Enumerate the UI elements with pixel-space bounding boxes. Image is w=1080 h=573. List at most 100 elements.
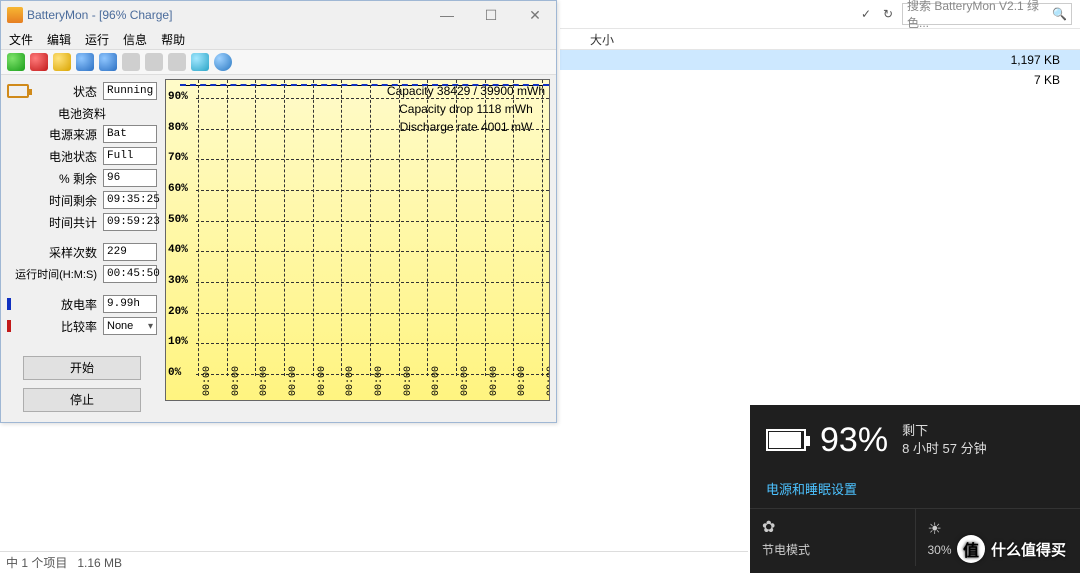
x-tick: 00:00 bbox=[546, 366, 548, 396]
stats-panel: 状态 Running 电池资料 电源来源Bat 电池状态Full % 剩余96 … bbox=[1, 75, 163, 407]
power-settings-link[interactable]: 电源和睡眠设置 bbox=[750, 475, 1080, 508]
discharge-color bbox=[7, 298, 11, 310]
x-tick: 00:00 bbox=[345, 366, 347, 396]
remain-value: 8 小时 57 分钟 bbox=[902, 440, 987, 458]
watermark: 值 什么值得买 bbox=[957, 535, 1066, 563]
menu-bar: 文件 编辑 运行 信息 帮助 bbox=[1, 29, 556, 49]
x-tick: 00:00 bbox=[231, 366, 233, 396]
grid-line bbox=[196, 221, 549, 222]
status-label: 状态 bbox=[35, 83, 103, 100]
pct-remain-value: 96 bbox=[103, 169, 157, 187]
y-tick: 70% bbox=[168, 152, 188, 164]
view-icon[interactable]: ✓ bbox=[858, 6, 874, 22]
grid-line bbox=[196, 343, 549, 344]
y-tick: 0% bbox=[168, 367, 181, 379]
y-tick: 10% bbox=[168, 336, 188, 348]
tool-refresh-icon[interactable] bbox=[191, 53, 209, 71]
explorer-columns: 大小 bbox=[560, 28, 1080, 50]
compare-dropdown[interactable]: None bbox=[103, 317, 157, 335]
grid-line bbox=[427, 80, 428, 376]
y-tick: 50% bbox=[168, 214, 188, 226]
y-tick: 80% bbox=[168, 122, 188, 134]
x-tick: 00:00 bbox=[317, 366, 319, 396]
grid-line bbox=[227, 80, 228, 376]
start-button[interactable]: 开始 bbox=[23, 356, 141, 380]
grid-line bbox=[196, 98, 549, 99]
y-tick: 30% bbox=[168, 275, 188, 287]
leaf-icon: ✿ bbox=[762, 517, 903, 537]
app-icon bbox=[7, 7, 23, 23]
grid-line bbox=[399, 80, 400, 376]
status-value: Running bbox=[103, 82, 157, 100]
y-tick: 90% bbox=[168, 91, 188, 103]
x-tick: 00:00 bbox=[517, 366, 519, 396]
y-tick: 20% bbox=[168, 306, 188, 318]
y-tick: 40% bbox=[168, 244, 188, 256]
grid-line bbox=[255, 80, 256, 376]
window-title: BatteryMon - [96% Charge] bbox=[27, 8, 172, 22]
tool-battery-icon[interactable] bbox=[53, 53, 71, 71]
batt-state-value: Full bbox=[103, 147, 157, 165]
stop-button[interactable]: 停止 bbox=[23, 388, 141, 412]
search-icon: 🔍 bbox=[1052, 7, 1067, 21]
compare-label: 比较率 bbox=[15, 318, 103, 335]
minimize-button[interactable]: — bbox=[432, 7, 462, 24]
battery-chart: Capacity 38429 / 39900 mWh Capacity drop… bbox=[165, 79, 550, 401]
x-tick: 00:00 bbox=[403, 366, 405, 396]
grid-line bbox=[196, 129, 549, 130]
menu-info[interactable]: 信息 bbox=[123, 31, 147, 48]
power-source-value: Bat bbox=[103, 125, 157, 143]
file-size: 1,197 KB bbox=[1011, 53, 1060, 67]
section-header: 电池资料 bbox=[7, 105, 157, 122]
maximize-button[interactable]: ☐ bbox=[476, 7, 506, 24]
grid-line bbox=[456, 80, 457, 376]
x-tick: 00:00 bbox=[431, 366, 433, 396]
time-remain-label: 时间剩余 bbox=[7, 192, 103, 209]
tool-graph-icon[interactable] bbox=[145, 53, 163, 71]
tool-stop-icon[interactable] bbox=[30, 53, 48, 71]
explorer-search[interactable]: 搜索 BatteryMon V2.1 绿色... 🔍 bbox=[902, 3, 1072, 25]
x-tick: 00:00 bbox=[259, 366, 261, 396]
tool-log-icon[interactable] bbox=[122, 53, 140, 71]
grid-line bbox=[198, 80, 199, 376]
battery-pct: 93% bbox=[820, 421, 888, 460]
close-button[interactable]: ✕ bbox=[520, 7, 550, 24]
x-tick: 00:00 bbox=[374, 366, 376, 396]
search-placeholder: 搜索 BatteryMon V2.1 绿色... bbox=[907, 0, 1052, 31]
col-size-header[interactable]: 大小 bbox=[590, 31, 614, 48]
chart-discharge: Discharge rate 4001 mW bbox=[387, 118, 545, 136]
grid-line bbox=[284, 80, 285, 376]
explorer-rows: 1,197 KB 7 KB bbox=[560, 50, 1080, 90]
remain-label: 剩下 bbox=[902, 422, 987, 440]
grid-line bbox=[370, 80, 371, 376]
explorer-statusbar: 中 1 个项目 1.16 MB bbox=[0, 551, 748, 573]
tool-export-icon[interactable] bbox=[168, 53, 186, 71]
tool-config-icon[interactable] bbox=[99, 53, 117, 71]
title-bar[interactable]: BatteryMon - [96% Charge] — ☐ ✕ bbox=[1, 1, 556, 29]
x-tick: 00:00 bbox=[460, 366, 462, 396]
batt-state-label: 电池状态 bbox=[7, 148, 103, 165]
compare-color bbox=[7, 320, 11, 332]
grid-line bbox=[196, 190, 549, 191]
saver-label: 节电模式 bbox=[762, 541, 903, 558]
tool-info-icon[interactable] bbox=[76, 53, 94, 71]
menu-file[interactable]: 文件 bbox=[9, 31, 33, 48]
menu-run[interactable]: 运行 bbox=[85, 31, 109, 48]
power-source-label: 电源来源 bbox=[7, 126, 103, 143]
discharge-label: 放电率 bbox=[15, 296, 103, 313]
discharge-value: 9.99h bbox=[103, 295, 157, 313]
toolbar bbox=[1, 49, 556, 75]
menu-help[interactable]: 帮助 bbox=[161, 31, 185, 48]
refresh-icon[interactable]: ↻ bbox=[880, 6, 896, 22]
file-row[interactable]: 7 KB bbox=[560, 70, 1080, 90]
time-total-value: 09:59:23 bbox=[103, 213, 157, 231]
time-remain-value: 09:35:25 bbox=[103, 191, 157, 209]
tool-help-icon[interactable] bbox=[214, 53, 232, 71]
chart-drop: Capacity drop 1118 mWh bbox=[387, 100, 545, 118]
battery-saver-tile[interactable]: ✿ 节电模式 bbox=[750, 509, 915, 566]
tool-start-icon[interactable] bbox=[7, 53, 25, 71]
file-size: 7 KB bbox=[1034, 73, 1060, 87]
file-row[interactable]: 1,197 KB bbox=[560, 50, 1080, 70]
menu-edit[interactable]: 编辑 bbox=[47, 31, 71, 48]
run-time-value: 00:45:50 bbox=[103, 265, 157, 283]
